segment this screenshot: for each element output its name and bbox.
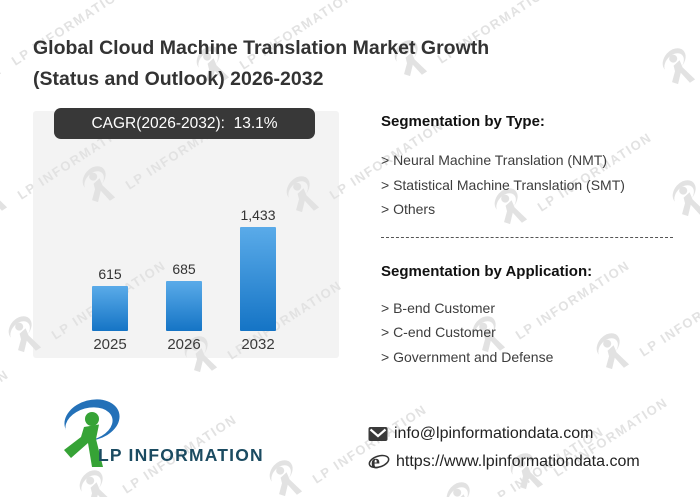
market-growth-chart: CAGR(2026-2032): 13.1% 615 2025 685 2026 1,4…	[33, 108, 339, 358]
logo-text: LP INFORMATION	[98, 445, 264, 465]
cagr-badge: CAGR(2026-2032): 13.1%	[54, 108, 315, 139]
segmentation-item: > Others	[381, 201, 436, 217]
browser-icon: e	[368, 452, 390, 474]
bar-value-label: 615	[98, 266, 122, 282]
bar-column-2032: 1,433 2032	[239, 207, 277, 353]
segmentation-item: > Government and Defense	[381, 348, 554, 365]
bar-column-2025: 615 2025	[91, 266, 129, 353]
email-row: info@lpinformationdata.com	[368, 423, 640, 445]
bar-2032	[240, 227, 276, 331]
segmentation-application-heading: Segmentation by Application:	[381, 262, 593, 280]
email-address[interactable]: info@lpinformationdata.com	[394, 425, 594, 442]
logo-swoosh-icon	[28, 396, 148, 456]
segmentation-column: Segmentation by Type: > Neural Machine T…	[381, 112, 673, 369]
segmentation-item: > C-end Customer	[381, 324, 496, 340]
segmentation-type-list: > Neural Machine Translation (NMT) > Stat…	[381, 148, 673, 222]
svg-text:e: e	[371, 452, 380, 474]
bar-value-label: 685	[172, 261, 196, 277]
logo-person-icon	[64, 412, 103, 467]
bar-category-label: 2032	[241, 336, 275, 353]
bar-chart: 615 2025 685 2026 1,433 2032	[91, 207, 277, 353]
bar-category-label: 2025	[93, 336, 127, 353]
bar-value-label: 1,433	[240, 207, 276, 223]
contact-block: info@lpinformationdata.com e https://www…	[368, 423, 640, 473]
segmentation-type-heading: Segmentation by Type:	[381, 113, 545, 130]
page-title: Global Cloud Machine Translation Market …	[33, 33, 653, 95]
page-title-line1: Global Cloud Machine Translation Market …	[33, 37, 490, 59]
bar-column-2026: 685 2026	[165, 261, 203, 353]
bar-2026	[166, 281, 202, 331]
bar-2025	[92, 286, 128, 331]
bar-category-label: 2026	[167, 336, 201, 353]
segmentation-item: > Neural Machine Translation (NMT)	[381, 152, 608, 168]
segmentation-item: > B-end Customer	[381, 299, 495, 316]
lp-information-logo: LP INFORMATION	[28, 396, 268, 479]
dashed-divider	[381, 236, 673, 238]
page-title-line2: (Status and Outlook) 2026-2032	[33, 68, 324, 90]
segmentation-application-list: > B-end Customer > C-end Customer > Govern…	[381, 296, 673, 370]
envelope-icon	[368, 427, 388, 441]
website-url[interactable]: https://www.lpinformationdata.com	[396, 453, 640, 470]
website-row: e https://www.lpinformationdata.com	[368, 451, 640, 473]
segmentation-item: > Statistical Machine Translation (SMT)	[381, 176, 625, 193]
